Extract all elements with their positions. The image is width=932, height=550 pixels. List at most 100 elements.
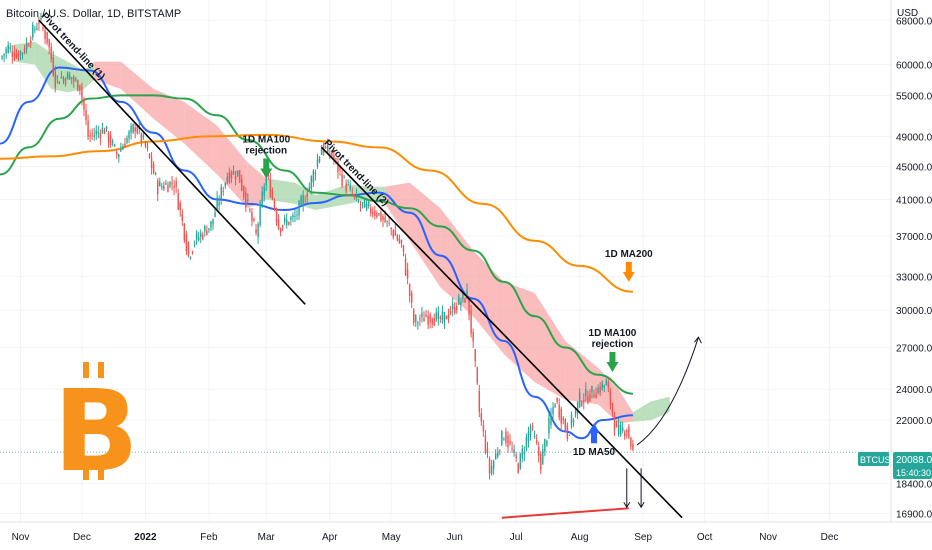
y-tick-label: 55000.00 (896, 91, 932, 102)
candle-body (228, 171, 231, 183)
candle-body (255, 229, 257, 234)
candle-body (126, 137, 128, 143)
candle-body (449, 311, 452, 314)
candle-body (531, 425, 534, 427)
candle-body (372, 212, 374, 215)
bitcoin-logo-tick (83, 464, 89, 480)
candle-body (599, 386, 601, 393)
candle-body (456, 306, 458, 311)
candle-body (79, 85, 81, 91)
candle-body (630, 437, 632, 447)
candle-body (472, 332, 474, 342)
candle-body (609, 390, 612, 405)
candle-body (525, 436, 528, 449)
candle-body (486, 448, 489, 453)
x-tick-label: Jul (510, 532, 523, 543)
candle-body (329, 153, 331, 155)
candle-body (435, 312, 437, 321)
candle-body (70, 77, 73, 79)
candle-body (249, 209, 251, 211)
candle-body (171, 182, 173, 185)
candle-body (494, 453, 497, 460)
candle-body (214, 212, 216, 217)
x-tick-label: Aug (571, 532, 589, 543)
candle-body (191, 251, 194, 253)
candle-body (374, 210, 376, 216)
candle-body (509, 440, 511, 444)
bitcoin-logo-tick (98, 362, 104, 378)
candle-body (314, 172, 317, 175)
x-tick-label: Sep (634, 532, 652, 543)
candle-body (404, 258, 407, 276)
pivot-trendline-2 (321, 146, 683, 519)
ma100-line (0, 94, 634, 395)
x-tick-label: Nov (759, 532, 777, 543)
moving-averages (0, 66, 634, 440)
candle-body (419, 318, 421, 320)
candle-body (202, 234, 204, 239)
candle-body (458, 296, 460, 305)
candle-body (578, 392, 581, 407)
candle-body (357, 201, 360, 203)
candle-body (265, 171, 267, 186)
cloud-segment (184, 101, 218, 175)
cloud-segment (503, 281, 535, 382)
candle-body (585, 388, 587, 397)
candle-body (410, 293, 413, 303)
candle-body (492, 460, 495, 469)
cloud-segment (598, 367, 619, 424)
candle-body (464, 298, 466, 303)
candle-body (204, 226, 206, 232)
cloud-segment (94, 61, 121, 90)
candle-body (177, 193, 179, 210)
y-tick-label: 60000.00 (896, 61, 932, 72)
ma100-arrow (606, 351, 619, 372)
candle-body (54, 70, 57, 88)
y-tick-label: 33000.00 (896, 272, 932, 283)
candle-body (580, 401, 583, 406)
candle-body (238, 170, 241, 183)
candle-body (423, 318, 425, 322)
candle-body (277, 218, 280, 229)
candle-body (302, 194, 304, 206)
candle-body (32, 24, 34, 38)
cloud-segment (83, 61, 95, 90)
candle-body (497, 452, 499, 457)
candle-body (310, 176, 313, 189)
candle-body (148, 153, 151, 158)
candle-body (431, 318, 433, 325)
candle-body (558, 404, 560, 418)
candle-body (173, 185, 175, 188)
candle-body (376, 213, 378, 217)
x-tick-label: Jun (447, 532, 463, 543)
candle-body (230, 171, 233, 179)
candle-body (64, 78, 67, 85)
candle-body (617, 424, 620, 435)
cloud-segment (266, 178, 295, 204)
candle-body (439, 317, 442, 319)
candle-body (73, 77, 75, 82)
candle-body (343, 176, 345, 178)
candle-body (570, 414, 573, 428)
candle-body (402, 245, 405, 253)
candle-body (386, 220, 388, 222)
candle-body (44, 30, 46, 39)
ma50-label: 1D MA50 (573, 447, 616, 458)
candle-body (152, 164, 155, 174)
candle-body (433, 318, 435, 326)
candle-body (607, 382, 610, 388)
candle-body (77, 80, 79, 91)
candle-body (628, 427, 630, 438)
x-tick-label: Apr (322, 532, 338, 543)
candle-body (21, 52, 24, 54)
support-line (501, 507, 629, 519)
candle-body (113, 144, 116, 146)
cloud-segment (217, 125, 248, 209)
candle-body (208, 228, 210, 230)
candle-body (365, 203, 368, 210)
candle-body (75, 78, 77, 80)
candle-body (564, 419, 567, 431)
candle-body (185, 234, 188, 252)
candle-body (15, 53, 18, 58)
currency-label: USD (897, 8, 918, 19)
